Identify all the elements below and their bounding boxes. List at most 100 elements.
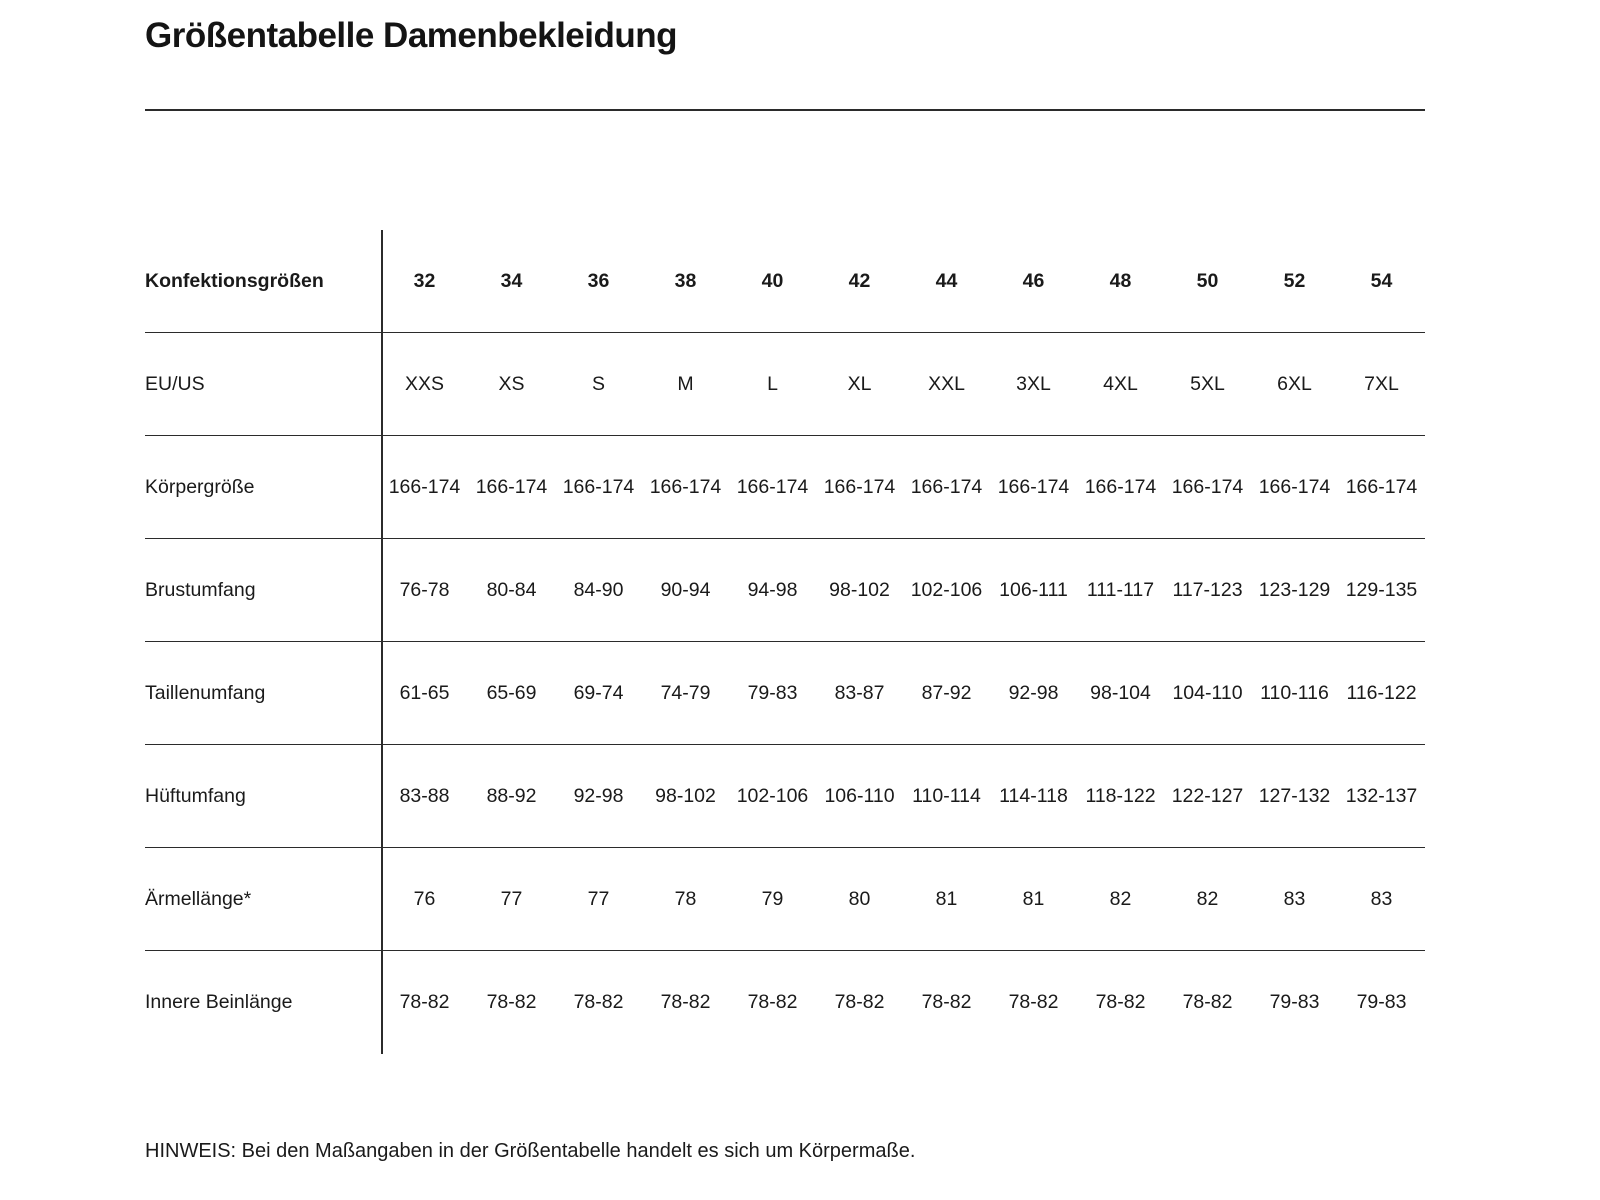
table-cell: 98-104 (1090, 681, 1151, 704)
table-cell: 116-122 (1346, 681, 1417, 704)
table-cell: 78-82 (834, 991, 885, 1013)
table-vertical-divider (381, 230, 383, 1054)
row-label: Innere Beinlänge (145, 991, 293, 1013)
table-cell: 166-174 (1345, 475, 1418, 498)
table-row: Hüftumfang 83-88 88-92 92-98 98-102 102-106 10… (145, 745, 1425, 848)
table-cell: XL (847, 372, 872, 395)
table-cell: M (677, 372, 694, 395)
table-cell: 40 (761, 269, 784, 292)
table-cell: 166-174 (475, 475, 548, 498)
table-cell: 129-135 (1345, 578, 1418, 601)
table-cell: 102-106 (736, 784, 809, 807)
table-cell: 78 (674, 887, 697, 910)
table-cell: 42 (848, 269, 871, 292)
table-cell: XXS (404, 372, 445, 395)
row-label: Brustumfang (145, 578, 256, 601)
table-cell: 166-174 (649, 475, 722, 498)
row-label: Konfektionsgrößen (145, 269, 324, 292)
table-cell: 36 (587, 269, 610, 292)
table-cell: 78-82 (486, 991, 537, 1013)
table-cell: 79 (761, 887, 784, 910)
table-cell: 81 (935, 887, 958, 910)
table-cell: 166-174 (910, 475, 983, 498)
table-row: Ärmellänge* 76 77 77 78 79 80 81 81 82 82 83 83 (145, 848, 1425, 951)
table-cell: 78-82 (747, 991, 798, 1013)
table-cell: 46 (1022, 269, 1045, 292)
table-cell: 166-174 (1258, 475, 1331, 498)
table-cell: 81 (1022, 887, 1045, 910)
table-cell: 77 (587, 887, 610, 910)
table-cell: 110-116 (1260, 681, 1329, 704)
table-cell: 166-174 (736, 475, 809, 498)
table-cell: 79-83 (747, 681, 798, 704)
table-cell: 90-94 (660, 578, 711, 601)
table-cell: 92-98 (573, 784, 624, 807)
table-cell: 54 (1370, 269, 1393, 292)
table-cell: 83 (1283, 887, 1306, 910)
table-cell: 48 (1109, 269, 1132, 292)
row-label: Taillenumfang (145, 681, 266, 704)
table-cell: 104-110 (1172, 681, 1243, 704)
row-label: EU/US (145, 372, 205, 395)
table-cell: 83-87 (834, 681, 885, 704)
table-cell: 79-83 (1269, 991, 1320, 1013)
table-row: Taillenumfang 61-65 65-69 69-74 74-79 79-83 83… (145, 642, 1425, 745)
table-cell: 34 (500, 269, 523, 292)
table-cell: 118-122 (1085, 784, 1156, 807)
table-cell: 78-82 (399, 991, 450, 1013)
table-cell: L (767, 372, 778, 395)
table-row: EU/US XXS XS S M L XL XXL 3XL 4XL 5XL 6XL 7XL (145, 333, 1425, 436)
table-cell: 84-90 (573, 578, 624, 601)
table-cell: 82 (1109, 887, 1132, 910)
row-label: Hüftumfang (145, 784, 246, 807)
table-cell: S (591, 372, 605, 395)
row-label: Ärmellänge* (145, 887, 252, 910)
table-cell: 52 (1283, 269, 1306, 292)
table-cell: 166-174 (562, 475, 635, 498)
table-cell: 102-106 (910, 578, 983, 601)
table-cell: 78-82 (573, 991, 624, 1013)
table-cell: 87-92 (921, 681, 972, 704)
table-cell: 78-82 (1095, 991, 1146, 1013)
table-cell: 74-79 (660, 681, 711, 704)
table-cell: 166-174 (1171, 475, 1244, 498)
table-row: Brustumfang 76-78 80-84 84-90 90-94 94-98 98-1… (145, 539, 1425, 642)
table-cell: 122-127 (1171, 784, 1244, 807)
table-row: Körpergröße 166-174 166-174 166-174 166-174 1… (145, 436, 1425, 539)
table-cell: 50 (1196, 269, 1219, 292)
table-cell: 117-123 (1172, 578, 1243, 601)
table-cell: 80 (848, 887, 871, 910)
table-cell: 77 (500, 887, 523, 910)
table-cell: 6XL (1277, 372, 1312, 395)
table-cell: 98-102 (655, 784, 716, 807)
title-divider (145, 109, 1425, 111)
table-cell: 3XL (1016, 372, 1051, 395)
table-cell: 7XL (1364, 372, 1399, 395)
table-cell: 166-174 (1084, 475, 1157, 498)
table-cell: 83-88 (399, 784, 450, 807)
footnote: HINWEIS: Bei den Maßangaben in der Größe… (145, 1140, 916, 1162)
page-title: Größentabelle Damenbekleidung (145, 16, 678, 55)
table-cell: 69-74 (573, 681, 624, 704)
table-cell: 76 (413, 887, 436, 910)
table-cell: 78-82 (1008, 991, 1059, 1013)
table-cell: 88-92 (486, 784, 537, 807)
table-cell: 82 (1196, 887, 1219, 910)
table-cell: XS (498, 372, 525, 395)
table-cell: 79-83 (1356, 991, 1407, 1013)
table-cell: 94-98 (747, 578, 798, 601)
table-cell: 111-117 (1086, 578, 1155, 601)
table-cell: 78-82 (921, 991, 972, 1013)
table-cell: 80-84 (486, 578, 537, 601)
table-cell: 92-98 (1008, 681, 1059, 704)
table-cell: 78-82 (1182, 991, 1233, 1013)
table-cell: 76-78 (399, 578, 450, 601)
table-row: Konfektionsgrößen 32 34 36 38 40 42 44 46 48 50 52 5… (145, 230, 1425, 333)
row-label: Körpergröße (145, 475, 255, 498)
table-cell: 110-114 (912, 784, 981, 807)
table-cell: 78-82 (660, 991, 711, 1013)
table-cell: 61-65 (399, 681, 450, 704)
table-cell: 127-132 (1258, 784, 1331, 807)
table-cell: 166-174 (388, 475, 461, 498)
